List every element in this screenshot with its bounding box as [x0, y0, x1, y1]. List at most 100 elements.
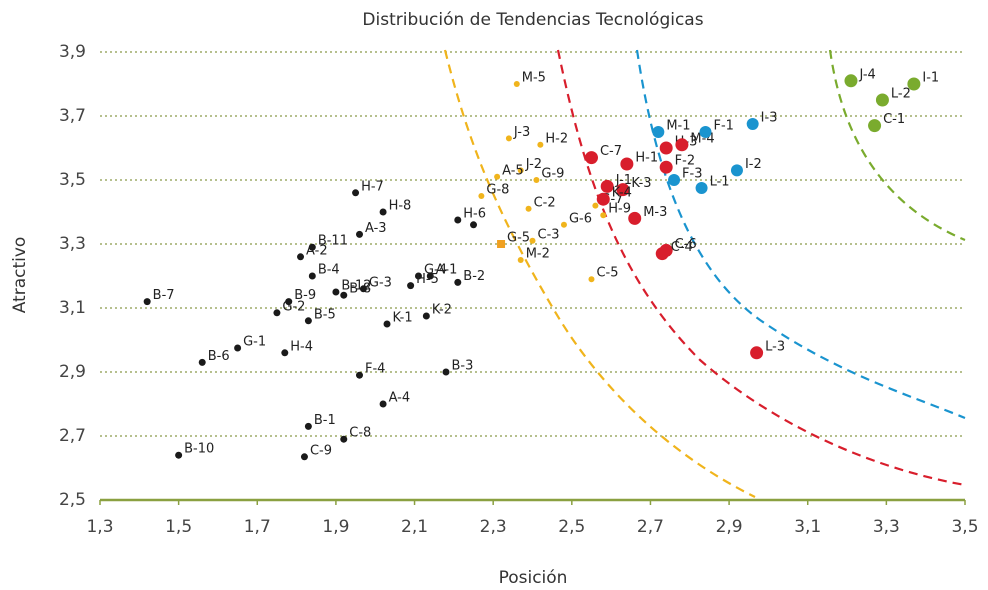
- point-label: A-4: [389, 391, 411, 406]
- point-label: K-1: [393, 311, 413, 326]
- point: [198, 358, 206, 366]
- point: [383, 320, 391, 328]
- point-label: G-1: [243, 335, 266, 350]
- point: [297, 253, 305, 261]
- point-label: H-1: [635, 151, 658, 166]
- point-label: C-9: [310, 443, 332, 458]
- point-label: K-4: [612, 186, 632, 201]
- point: [529, 237, 536, 244]
- point: [175, 451, 183, 459]
- point-label: H-8: [389, 199, 412, 214]
- point: [308, 272, 316, 280]
- point: [273, 309, 281, 317]
- point: [454, 216, 462, 224]
- point: [628, 211, 642, 225]
- point: [695, 182, 708, 194]
- point-label: G-5: [507, 231, 530, 246]
- point-label: M-1: [666, 119, 690, 134]
- curve-red: [556, 49, 966, 487]
- point: [143, 298, 151, 306]
- point: [868, 119, 882, 133]
- trend-curves: [443, 49, 966, 498]
- point: [454, 278, 462, 286]
- point-label: C-1: [883, 112, 905, 127]
- point-label: J-4: [858, 67, 875, 82]
- point: [414, 272, 422, 280]
- point: [332, 288, 340, 296]
- point-label: M-2: [526, 247, 550, 262]
- point: [352, 189, 360, 197]
- point: [620, 157, 634, 171]
- point-label: C-6: [675, 237, 697, 252]
- point-label: G-6: [569, 211, 592, 226]
- point: [560, 221, 567, 228]
- point-label: F-4: [365, 362, 385, 377]
- x-tick-label: 2,9: [716, 517, 743, 537]
- point: [513, 81, 520, 87]
- point-label: J-1: [615, 173, 632, 188]
- point: [497, 240, 506, 248]
- point: [494, 173, 501, 180]
- point: [478, 193, 485, 199]
- point-label: L-2: [891, 87, 911, 102]
- point-label: I-3: [761, 111, 778, 126]
- x-tick-label: 2,5: [558, 517, 585, 537]
- point-label: L-1: [710, 175, 730, 190]
- point-label: A-1: [436, 263, 458, 278]
- x-tick-label: 2,3: [480, 517, 507, 537]
- point-label: G-8: [486, 183, 509, 198]
- point: [426, 272, 434, 280]
- point: [340, 435, 348, 443]
- point-label: L-3: [765, 339, 785, 354]
- point-label: M-3: [643, 205, 667, 220]
- point: [730, 164, 743, 177]
- point: [659, 141, 673, 155]
- point: [533, 177, 540, 183]
- point: [470, 221, 478, 229]
- point-label: H-2: [545, 131, 568, 146]
- point: [379, 208, 387, 216]
- point: [422, 312, 430, 320]
- point-label: C-8: [349, 426, 371, 441]
- point: [600, 212, 607, 219]
- point-label: C-2: [534, 195, 556, 210]
- point-label: B-2: [463, 269, 485, 284]
- point: [234, 344, 242, 352]
- y-tick-label: 2,9: [59, 362, 86, 382]
- y-tick-label: 3,7: [59, 106, 86, 126]
- point: [675, 138, 689, 152]
- point: [304, 422, 312, 430]
- y-tick-label: 3,9: [59, 42, 86, 62]
- point: [379, 400, 387, 408]
- x-tick-label: 1,5: [165, 517, 192, 537]
- point: [652, 126, 665, 138]
- curve-green: [828, 49, 966, 242]
- y-axis-label: Atractivo: [10, 237, 30, 314]
- point-label: J-2: [525, 157, 542, 172]
- point: [750, 346, 764, 360]
- point-label: J-3: [513, 125, 530, 140]
- point: [616, 183, 630, 197]
- point-label: B-7: [153, 288, 175, 303]
- point: [584, 151, 598, 165]
- x-axis-label: Posición: [499, 568, 568, 588]
- point-label: K-2: [432, 303, 452, 318]
- point-label: G-9: [541, 167, 564, 182]
- point-label: C-4: [671, 240, 693, 255]
- point-label: A-5: [502, 163, 524, 178]
- point-label: H-9: [608, 202, 631, 217]
- point-label: I-1: [922, 71, 939, 86]
- point: [668, 174, 681, 186]
- y-tick-label: 3,1: [59, 298, 86, 318]
- point: [407, 282, 415, 290]
- point-label: H-4: [290, 339, 313, 354]
- point-label: B-9: [294, 288, 316, 303]
- x-tick-label: 2,7: [637, 517, 664, 537]
- point-label: B-1: [314, 413, 336, 428]
- curve-blue: [635, 49, 966, 420]
- point: [746, 118, 759, 130]
- point: [304, 317, 312, 325]
- point-label: I-2: [745, 157, 762, 172]
- point-label: H-6: [463, 207, 486, 222]
- x-tick-label: 1,3: [86, 517, 113, 537]
